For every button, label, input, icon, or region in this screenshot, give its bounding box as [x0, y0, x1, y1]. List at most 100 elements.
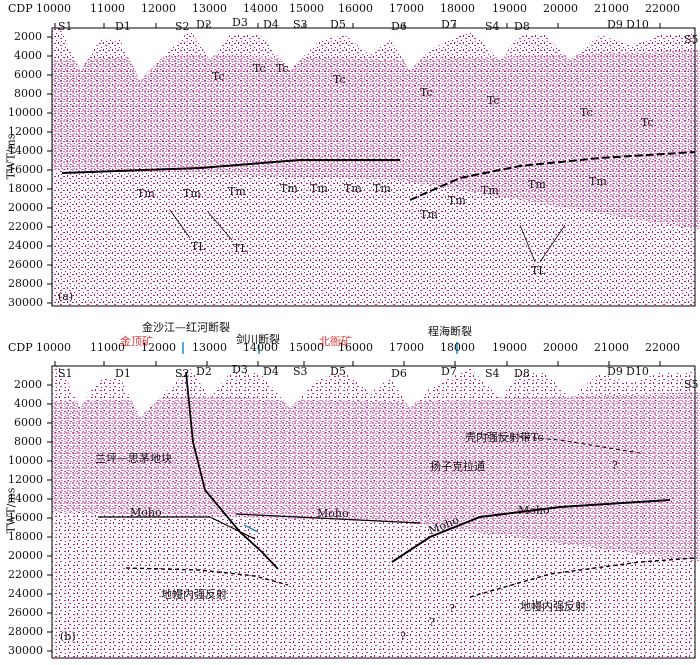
x-tick-a-13000: 13000 [192, 2, 227, 15]
panel-b-figure [47, 342, 700, 659]
x-tick-a-16000: 16000 [338, 2, 373, 15]
x-tick-b: 12000 [141, 341, 176, 354]
tl-label: TL [191, 240, 206, 253]
station-d5-b: D5 [330, 365, 346, 378]
panel-a: CDP 10000 11000 12000 13000 14000 15000 … [0, 0, 700, 312]
tm-label: Tm [228, 185, 246, 198]
y-tick-b: 4000 [14, 397, 42, 410]
y-tick-a: 10000 [8, 106, 43, 119]
station-d9-b: D9 [607, 365, 623, 378]
y-tick-a: 12000 [8, 125, 43, 138]
y-tick-b: 6000 [14, 416, 42, 429]
mantle-reflector-left [125, 567, 289, 586]
tm-label: Tm [310, 182, 328, 195]
x-tick-b: 14000 [243, 341, 278, 354]
y-tick-b: 20000 [8, 549, 43, 562]
station-s3-a: S3 [293, 18, 308, 31]
question-mark: ? [449, 602, 455, 615]
y-tick-a: 20000 [8, 201, 43, 214]
mine-label-jinding: 金顶矿 [120, 335, 153, 348]
mine-label-beiya: 北衙矿 [319, 335, 352, 348]
fault-line-jinshajiang [185, 371, 279, 570]
station-s4-a: S4 [485, 20, 500, 33]
y-tick-b: 14000 [8, 492, 43, 505]
station-s2-b: S2 [175, 367, 190, 380]
cdp-label-a: CDP [8, 2, 33, 15]
y-tick-a: 6000 [14, 68, 42, 81]
tm-label: Tm [528, 178, 546, 191]
tc-label: Tc [420, 86, 433, 99]
y-tick-b: 18000 [8, 530, 43, 543]
x-tick-b: 18000 [440, 341, 475, 354]
tm-label: Tm [344, 182, 362, 195]
x-tick-a-11000: 11000 [90, 2, 125, 15]
station-d6-a: D6 [391, 20, 407, 33]
station-s1-b: S1 [58, 367, 73, 380]
y-tick-b: 28000 [8, 625, 43, 638]
region-label-mantle-left: 地幔内强反射 [161, 588, 227, 601]
y-tick-b: 24000 [8, 587, 43, 600]
y-tick-a: 18000 [8, 182, 43, 195]
station-s5-a: S5 [684, 33, 699, 46]
y-tick-a: 2000 [14, 30, 42, 43]
region-label-mantle-right: 地幔内强反射 [520, 600, 586, 613]
y-tick-a: 30000 [8, 296, 43, 309]
y-tick-b: 2000 [14, 378, 42, 391]
tm-label: Tm [183, 187, 201, 200]
tm-label: Tm [448, 194, 466, 207]
x-tick-a-17000: 17000 [389, 2, 424, 15]
x-tick-b: 10000 [36, 341, 71, 354]
question-mark: ? [400, 630, 406, 643]
panel-letter-a: (a) [58, 290, 74, 303]
x-tick-b: 20000 [543, 341, 578, 354]
question-mark: ? [612, 459, 618, 472]
mantle-reflector-right [469, 557, 696, 598]
tl-label: TL [233, 242, 248, 255]
tc-label: Tc [333, 73, 346, 86]
station-d3-b: D3 [232, 363, 248, 376]
y-tick-a: 8000 [14, 87, 42, 100]
x-tick-a-15000: 15000 [289, 2, 324, 15]
moho-label: Moho [130, 506, 162, 519]
station-d2-a: D2 [196, 18, 212, 31]
y-tick-b: 12000 [8, 473, 43, 486]
station-d2-b: D2 [196, 365, 212, 378]
moho-line-b-2 [235, 513, 421, 524]
station-s2-a: S2 [175, 20, 190, 33]
station-d1-a: D1 [115, 20, 131, 33]
x-tick-b: 17000 [389, 341, 424, 354]
station-d10-b: D10 [626, 365, 649, 378]
y-tick-a: 24000 [8, 239, 43, 252]
panel-letter-b: (b) [60, 630, 76, 643]
y-tick-a: 26000 [8, 258, 43, 271]
station-d7-a: D7 [441, 18, 457, 31]
x-tick-a-18000: 18000 [440, 2, 475, 15]
station-s3-b: S3 [293, 365, 308, 378]
x-tick-a-19000: 19000 [492, 2, 527, 15]
station-d3-a: D3 [232, 16, 248, 29]
y-tick-a: 4000 [14, 49, 42, 62]
tc-label: Tc [641, 116, 654, 129]
y-tick-a: 14000 [8, 144, 43, 157]
question-mark: ? [429, 616, 435, 629]
tl-label: TL [531, 264, 546, 277]
x-tick-a-20000: 20000 [543, 2, 578, 15]
station-d1-b: D1 [115, 367, 131, 380]
station-s5-b: S5 [684, 378, 699, 391]
tm-label: Tm [137, 187, 155, 200]
station-d8-b: D8 [514, 367, 530, 380]
fault-label-chenghai: 程海断裂 [428, 325, 472, 338]
x-tick-a-14000: 14000 [243, 2, 278, 15]
y-tick-b: 26000 [8, 606, 43, 619]
x-tick-b: 21000 [594, 341, 629, 354]
y-tick-b: 16000 [8, 511, 43, 524]
y-tick-a: 28000 [8, 277, 43, 290]
panel-b: 金沙江—红河断裂 金顶矿 剑川断裂 北衙矿 程海断裂 CDP 10000 110… [0, 312, 700, 661]
station-d9-a: D9 [607, 18, 623, 31]
region-label-yangtze: 扬子克拉通 [430, 460, 485, 473]
cdp-label-b: CDP [8, 341, 33, 354]
crust-reflector-line [469, 432, 641, 454]
moho-label: Moho [518, 504, 550, 517]
fault-label-jianchuan: 剑川断裂 [236, 333, 280, 346]
y-tick-b: 8000 [14, 435, 42, 448]
